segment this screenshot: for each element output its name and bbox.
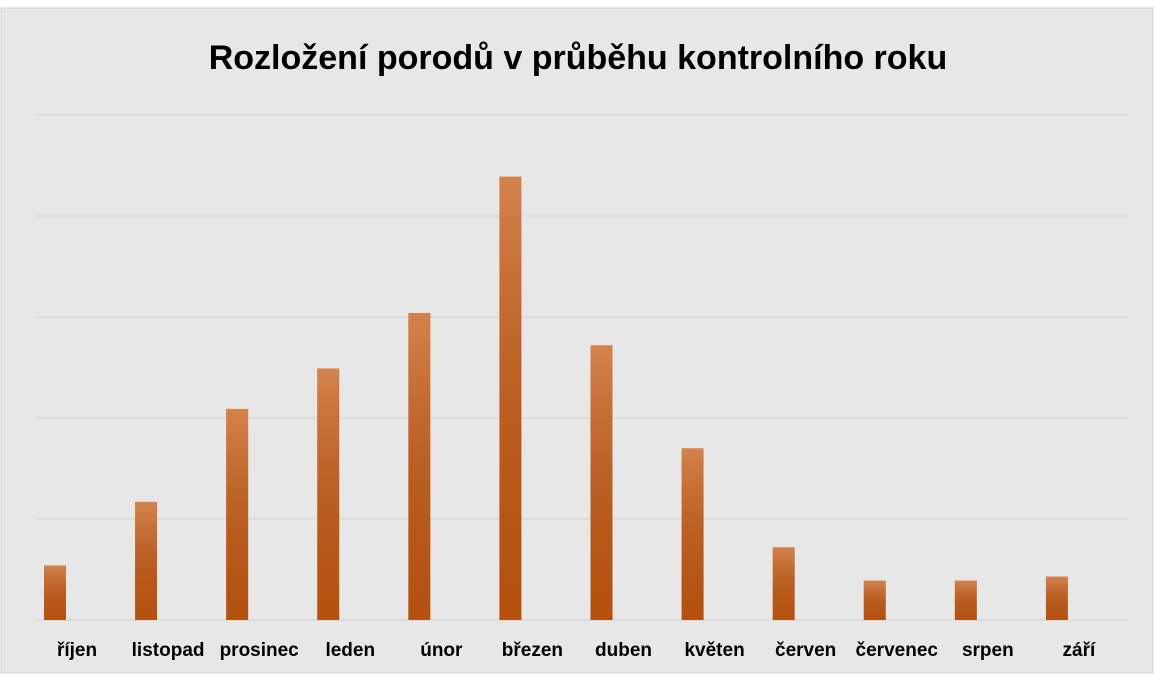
x-tick-label: září (1063, 640, 1096, 661)
bar-shade (954, 580, 977, 620)
bar-shade (135, 501, 158, 620)
x-tick-label: únor (420, 640, 463, 661)
x-tick-label: listopad (132, 640, 205, 661)
x-tick-label: prosinec (220, 640, 300, 661)
x-tick-label: srpen (962, 640, 1014, 661)
bar-shade (44, 565, 66, 620)
bar-shade (863, 580, 886, 620)
bar-shade (590, 345, 613, 620)
x-tick-label: květen (684, 640, 744, 661)
bar-shade (499, 176, 522, 621)
x-tick-label: říjen (57, 640, 97, 661)
bar-shade (408, 312, 431, 620)
x-tick-label: březen (502, 640, 563, 661)
x-tick-label: leden (325, 640, 375, 661)
bar-shade (1045, 576, 1068, 620)
chart-title: Rozložení porodů v průběhu kontrolního r… (209, 39, 948, 77)
x-tick-label: červen (775, 640, 836, 661)
x-tick-label: červenec (856, 640, 939, 661)
bar-shade (772, 547, 795, 620)
bar-shade (317, 368, 340, 620)
bar-shade (226, 408, 249, 620)
bar-shade (681, 448, 704, 620)
x-tick-label: duben (595, 640, 652, 661)
chart-background (0, 7, 1154, 674)
